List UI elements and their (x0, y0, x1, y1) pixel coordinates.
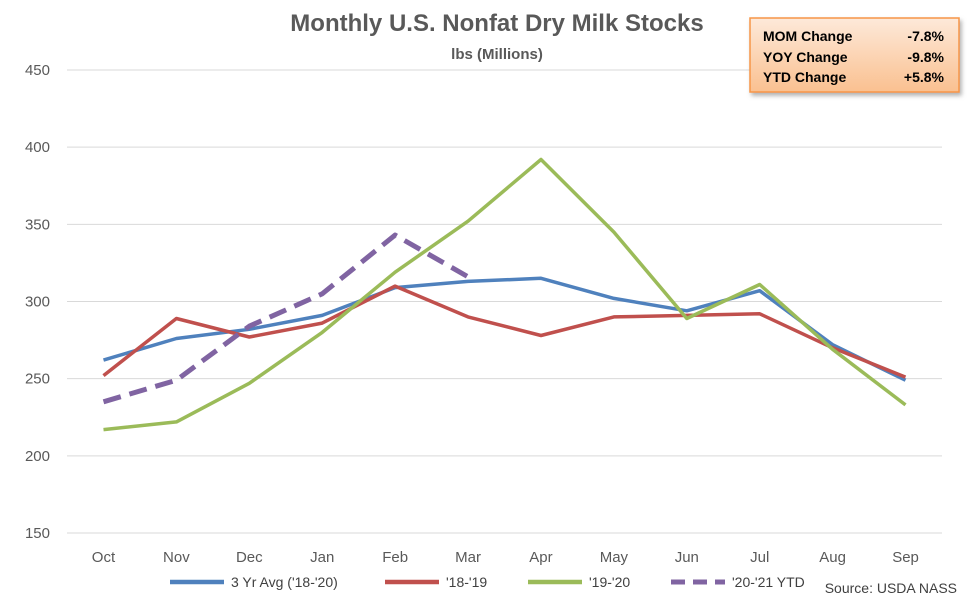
summary-box: MOM Change -7.8% YOY Change -9.8% YTD Ch… (749, 17, 960, 93)
yoy-value: -9.8% (907, 49, 944, 65)
y-tick-label: 150 (25, 525, 50, 542)
x-tick-label: Apr (529, 549, 552, 566)
gridlines (67, 69, 942, 534)
series-line-2 (103, 157, 907, 432)
legend-item-19-20: '19-'20 (528, 574, 630, 590)
x-tick-label: Jun (675, 549, 699, 566)
x-tick-label: Jul (750, 549, 769, 566)
legend-label: '18-'19 (446, 574, 487, 590)
y-tick-label: 250 (25, 371, 50, 388)
x-tick-label: Feb (382, 549, 408, 566)
mom-value: -7.8% (907, 28, 944, 44)
summary-box-background (749, 17, 960, 93)
ytd-value: +5.8% (904, 69, 945, 85)
y-tick-label: 350 (25, 216, 50, 233)
chart-title: Monthly U.S. Nonfat Dry Milk Stocks (290, 10, 703, 37)
yoy-label: YOY Change (763, 49, 848, 65)
y-axis: 150 200 250 300 350 400 450 (25, 62, 50, 542)
legend-item-3yr-avg: 3 Yr Avg ('18-'20) (170, 574, 338, 590)
series-line-3 (102, 232, 470, 405)
y-tick-label: 300 (25, 294, 50, 311)
y-tick-label: 200 (25, 448, 50, 465)
source-note: Source: USDA NASS (825, 580, 957, 596)
x-tick-label: May (600, 549, 629, 566)
legend-item-18-19: '18-'19 (385, 574, 487, 590)
x-tick-label: Jan (310, 549, 334, 566)
x-tick-label: Mar (455, 549, 481, 566)
x-tick-label: Dec (236, 549, 263, 566)
series-line-0 (103, 276, 907, 382)
y-tick-label: 450 (25, 62, 50, 79)
x-tick-label: Nov (163, 549, 190, 566)
series-lines (102, 157, 907, 432)
x-axis: Oct Nov Dec Jan Feb Mar Apr May Jun Jul Aug Sep (92, 549, 919, 566)
chart-subtitle: lbs (Millions) (451, 46, 543, 63)
y-tick-label: 400 (25, 139, 50, 156)
legend-label: '20-'21 YTD (732, 574, 805, 590)
x-tick-label: Aug (819, 549, 846, 566)
series-line-1 (102, 284, 907, 379)
legend: 3 Yr Avg ('18-'20) '18-'19 '19-'20 '20-'… (170, 574, 805, 590)
ytd-label: YTD Change (763, 69, 846, 85)
legend-label: 3 Yr Avg ('18-'20) (231, 574, 338, 590)
x-tick-label: Oct (92, 549, 116, 566)
mom-label: MOM Change (763, 28, 853, 44)
legend-label: '19-'20 (589, 574, 630, 590)
x-tick-label: Sep (892, 549, 919, 566)
legend-item-20-21-ytd: '20-'21 YTD (671, 574, 805, 590)
